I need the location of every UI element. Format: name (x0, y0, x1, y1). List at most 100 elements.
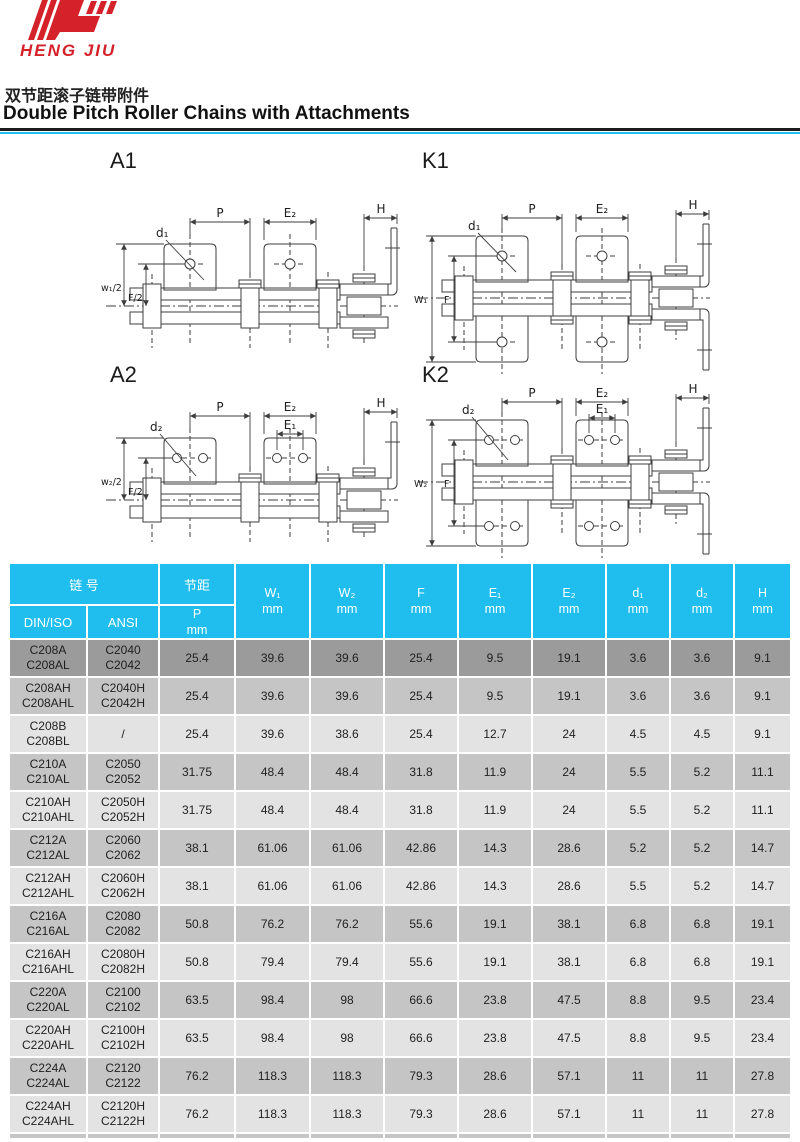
table-row: C208AH C208AHL C2040H C2042H 25.4 39.6 39.6 25.… (10, 678, 790, 714)
cell (236, 1134, 309, 1138)
cell: 19.1 (459, 906, 531, 942)
dim-label-h: H (688, 382, 697, 396)
cell: 42.86 (385, 830, 457, 866)
cell: 5.2 (671, 830, 733, 866)
cell: 76.2 (160, 1096, 234, 1132)
cell: 48.4 (236, 792, 309, 828)
col-header-p: P mm (160, 606, 234, 638)
cell: 24 (533, 792, 605, 828)
cell: 50.8 (160, 906, 234, 942)
cell: C210A C210AL (10, 754, 86, 790)
cell: C2120H C2122H (88, 1096, 158, 1132)
cell: 8.8 (607, 1020, 669, 1056)
cell: 14.3 (459, 830, 531, 866)
cell: 118.3 (311, 1096, 383, 1132)
cell: 11 (671, 1058, 733, 1094)
dim-label-e2: E₂ (284, 206, 297, 220)
cell: 3.6 (671, 640, 733, 676)
dim-label-d1: d₁ (156, 226, 169, 240)
cell (735, 1134, 790, 1138)
table-row: C220AH C220AHL C2100H C2102H 63.5 98.4 98 66.6 2… (10, 1020, 790, 1056)
cell: 23.4 (735, 1020, 790, 1056)
cell: C208AH C208AHL (10, 678, 86, 714)
dim-label-d2: d₂ (462, 403, 475, 417)
cell: 5.2 (607, 830, 669, 866)
cell: 48.4 (311, 754, 383, 790)
col-header-w1: W₁ mm (236, 564, 309, 638)
cell: 9.5 (671, 982, 733, 1018)
cell: 38.1 (160, 868, 234, 904)
cell: 98 (311, 982, 383, 1018)
cell: 4.5 (671, 716, 733, 752)
cell: 19.1 (459, 944, 531, 980)
cell: 5.2 (671, 868, 733, 904)
diagram-label-k1: K1 (422, 148, 449, 173)
dim-label-h: H (376, 202, 385, 216)
cell: 47.5 (533, 982, 605, 1018)
cell: 57.1 (533, 1096, 605, 1132)
cell: 23.8 (459, 982, 531, 1018)
dim-label-p: P (216, 206, 223, 220)
a1-end-view (339, 227, 400, 346)
cell: 5.5 (607, 792, 669, 828)
cell: 27.8 (735, 1096, 790, 1132)
cell: 11.1 (735, 754, 790, 790)
dim-label-p: P (528, 202, 535, 216)
cell (160, 1134, 234, 1138)
cell: 25.4 (160, 716, 234, 752)
cell: 63.5 (160, 982, 234, 1018)
table-row: C210A C210AL C2050 C2052 31.75 48.4 48.4 31.8 11… (10, 754, 790, 790)
col-header-w2: W₂ mm (311, 564, 383, 638)
cell: C224A C224AL (10, 1058, 86, 1094)
a2-end-view (339, 421, 400, 540)
cell: 28.6 (533, 830, 605, 866)
cell: 38.1 (160, 830, 234, 866)
cell: C2100H C2102H (88, 1020, 158, 1056)
cell: 25.4 (385, 678, 457, 714)
cell: C2040 C2042 (88, 640, 158, 676)
cell: 11 (671, 1096, 733, 1132)
cell: 3.6 (671, 678, 733, 714)
cell: 55.6 (385, 944, 457, 980)
dim-label-f: F/2 (128, 487, 143, 498)
cell: 118.3 (236, 1096, 309, 1132)
cell: 8.8 (607, 982, 669, 1018)
spec-table: 链 号 节距 W₁ mm W₂ mm F mm E₁ mm E₂ mm (8, 562, 792, 1140)
col-header-e2: E₂ mm (533, 564, 605, 638)
cell: 3.6 (607, 640, 669, 676)
dim-label-h: H (376, 396, 385, 410)
col-header-d2: d₂ mm (671, 564, 733, 638)
cell: 14.7 (735, 868, 790, 904)
cell: 11.1 (735, 792, 790, 828)
cell: 38.1 (533, 944, 605, 980)
cell: C208B C208BL (10, 716, 86, 752)
cell (459, 1134, 531, 1138)
table-row: C210AH C210AHL C2050H C2052H 31.75 48.4 48.4 31… (10, 792, 790, 828)
dim-label-f: F (444, 295, 449, 306)
cell: 19.1 (735, 944, 790, 980)
cell: C212AH C212AHL (10, 868, 86, 904)
page-title-chinese: 双节距滚子链带附件 (5, 88, 150, 105)
spec-table-header: 链 号 节距 W₁ mm W₂ mm F mm E₁ mm E₂ mm (10, 564, 790, 638)
cell: 11 (607, 1096, 669, 1132)
cell: 25.4 (385, 640, 457, 676)
cell: 14.7 (735, 830, 790, 866)
a2-chain-side-view (106, 428, 398, 542)
cell: 79.3 (385, 1058, 457, 1094)
cell: 55.6 (385, 906, 457, 942)
cell: 118.3 (311, 1058, 383, 1094)
cell: 61.06 (311, 830, 383, 866)
page-title-english: Double Pitch Roller Chains with Attachme… (3, 103, 410, 124)
cell: 61.06 (236, 830, 309, 866)
cell: C220A C220AL (10, 982, 86, 1018)
cell: 48.4 (236, 754, 309, 790)
dim-label-e1: E₁ (284, 418, 297, 432)
col-header-chain-no: 链 号 (10, 564, 158, 604)
dim-label-w: W₂ (414, 479, 427, 490)
k1-dimensions: P E₂ H d₁ W₁ F (414, 198, 710, 363)
title-underline (0, 128, 800, 131)
cell (10, 1134, 86, 1138)
col-header-ansi: ANSI (88, 606, 158, 638)
cell: 4.5 (607, 716, 669, 752)
cell: 9.5 (671, 1020, 733, 1056)
